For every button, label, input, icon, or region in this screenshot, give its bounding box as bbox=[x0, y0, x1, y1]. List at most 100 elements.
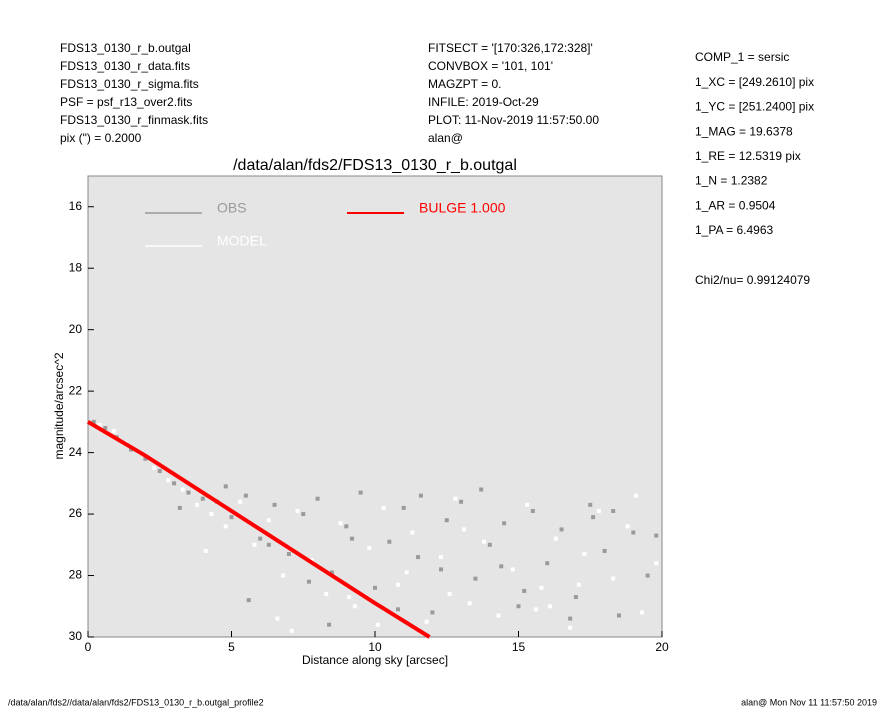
header-left-line: FDS13_0130_r_sigma.fits bbox=[60, 77, 199, 91]
data-point bbox=[223, 524, 228, 529]
data-point bbox=[243, 493, 248, 498]
data-point bbox=[103, 426, 108, 431]
data-point bbox=[568, 616, 573, 621]
x-tick-label: 10 bbox=[368, 640, 382, 654]
data-point bbox=[329, 570, 334, 575]
data-point bbox=[588, 502, 593, 507]
legend-label: BULGE 1.000 bbox=[419, 200, 506, 216]
header-right-line: 1_YC = [251.2400] pix bbox=[695, 100, 814, 114]
data-point bbox=[582, 552, 587, 557]
header-left-line: FDS13_0130_r_finmask.fits bbox=[60, 113, 208, 127]
data-point bbox=[143, 456, 148, 461]
legend-label: MODEL bbox=[217, 233, 267, 249]
data-point bbox=[631, 530, 636, 535]
data-point bbox=[395, 607, 400, 612]
data-point bbox=[152, 465, 157, 470]
y-axis-label: magnitude/arcsec^2 bbox=[52, 352, 66, 459]
y-tick-label: 24 bbox=[69, 445, 83, 459]
data-point bbox=[157, 469, 162, 474]
data-point bbox=[358, 490, 363, 495]
data-point bbox=[373, 585, 377, 590]
data-point bbox=[444, 518, 449, 523]
data-point bbox=[238, 499, 243, 504]
data-point bbox=[203, 548, 208, 553]
data-point bbox=[306, 579, 311, 584]
data-point bbox=[453, 496, 458, 501]
data-point bbox=[209, 512, 214, 517]
header-left-line: pix (") = 0.2000 bbox=[60, 131, 142, 145]
data-point bbox=[200, 496, 205, 501]
data-point bbox=[186, 490, 191, 495]
header-middle-line: CONVBOX = '101, 101' bbox=[428, 59, 553, 73]
y-tick-label: 16 bbox=[69, 199, 83, 213]
data-point bbox=[410, 530, 415, 535]
data-point bbox=[352, 604, 357, 609]
data-point bbox=[381, 505, 386, 510]
data-point bbox=[338, 521, 343, 526]
data-point bbox=[229, 515, 234, 520]
data-point bbox=[654, 561, 659, 566]
header-right-line: 1_MAG = 19.6378 bbox=[695, 124, 793, 138]
x-tick-label: 20 bbox=[655, 640, 669, 654]
data-point bbox=[487, 542, 492, 547]
data-point bbox=[266, 518, 271, 523]
data-point bbox=[430, 610, 435, 615]
x-tick-label: 15 bbox=[512, 640, 526, 654]
data-point bbox=[91, 419, 96, 424]
plot-marks bbox=[86, 419, 659, 639]
header-middle-line: FITSECT = '[170:326,172:328]' bbox=[428, 41, 593, 55]
data-point bbox=[395, 582, 400, 587]
data-point bbox=[266, 542, 271, 547]
data-point bbox=[473, 576, 478, 581]
data-point bbox=[195, 502, 200, 507]
data-point bbox=[424, 619, 429, 624]
data-point bbox=[522, 588, 527, 593]
data-point bbox=[375, 622, 380, 627]
data-point bbox=[180, 487, 185, 492]
header-middle-line: MAGZPT = 0. bbox=[428, 77, 501, 91]
y-tick-label: 20 bbox=[69, 322, 83, 336]
data-point bbox=[301, 512, 306, 517]
y-tick-label: 18 bbox=[69, 260, 83, 274]
y-tick-label: 28 bbox=[69, 568, 83, 582]
data-point bbox=[416, 555, 421, 560]
data-point bbox=[645, 573, 650, 578]
header-left-line: FDS13_0130_r_b.outgal bbox=[60, 41, 191, 55]
data-point bbox=[502, 521, 507, 526]
data-point bbox=[315, 496, 320, 501]
y-tick-label: 30 bbox=[69, 629, 83, 643]
data-point bbox=[654, 533, 659, 538]
header-middle-line: INFILE: 2019-Oct-29 bbox=[428, 95, 539, 109]
data-point bbox=[530, 508, 535, 513]
data-point bbox=[439, 555, 444, 560]
data-point bbox=[281, 573, 286, 578]
data-point bbox=[166, 478, 171, 483]
data-point bbox=[439, 567, 444, 572]
data-point bbox=[499, 564, 504, 569]
data-point bbox=[275, 616, 280, 621]
y-tick-label: 26 bbox=[69, 506, 83, 520]
data-point bbox=[459, 499, 464, 504]
data-point bbox=[177, 505, 182, 510]
data-point bbox=[611, 508, 616, 513]
data-point bbox=[639, 610, 644, 615]
data-point bbox=[533, 607, 538, 612]
data-point bbox=[482, 539, 487, 544]
data-point bbox=[286, 552, 291, 557]
data-point bbox=[539, 585, 544, 590]
header-left-line: FDS13_0130_r_data.fits bbox=[60, 59, 190, 73]
data-point bbox=[634, 493, 639, 498]
header-right-line: COMP_1 = sersic bbox=[695, 50, 789, 64]
data-point bbox=[223, 484, 228, 489]
x-tick-label: 5 bbox=[228, 640, 235, 654]
data-point bbox=[576, 582, 581, 587]
data-point bbox=[479, 487, 484, 492]
footer-right: alan@ Mon Nov 11 11:57:50 2019 bbox=[741, 697, 877, 707]
data-point bbox=[616, 613, 621, 618]
legend-label: OBS bbox=[217, 200, 247, 216]
data-point bbox=[246, 598, 251, 603]
header-left-line: PSF = psf_r13_over2.fits bbox=[60, 95, 192, 109]
data-point bbox=[309, 558, 314, 563]
x-tick-label: 0 bbox=[85, 640, 92, 654]
